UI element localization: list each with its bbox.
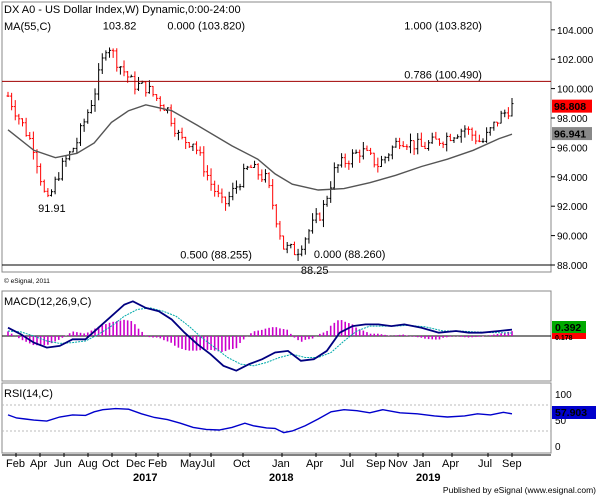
x-month-label: Oct xyxy=(102,458,119,470)
ma-55-line xyxy=(7,104,513,191)
price-y-label: 92.000 xyxy=(557,202,588,213)
x-month-label: Jul xyxy=(478,458,492,470)
x-axis: Feb Apr Jun Aug Oct Dec Feb May Jul Oct Jan Apr Jul S… xyxy=(2,453,551,484)
x-month-label: Nov xyxy=(388,458,408,470)
rsi-line-layer xyxy=(7,407,513,434)
price-annotation: 1.000 (103.820) xyxy=(404,20,482,32)
last-price-label: 98.808 xyxy=(554,101,586,113)
x-month-label: Jan xyxy=(272,458,290,470)
price-y-label: 102.000 xyxy=(557,55,594,66)
macd-title: MACD(12,26,9,C) xyxy=(4,296,91,308)
macd-line xyxy=(7,300,513,372)
macd-signal-line xyxy=(7,307,513,367)
x-month-label: Aug xyxy=(78,458,98,470)
rsi-tick-100: 100 xyxy=(555,390,572,401)
price-annotation: 103.82 xyxy=(103,20,137,32)
price-annotation: 88.25 xyxy=(301,265,329,277)
macd-value-label: 0.392 xyxy=(555,322,581,334)
price-annotation: 0.000 (88.260) xyxy=(314,249,386,261)
rsi-title: RSI(14,C) xyxy=(4,388,53,400)
x-month-label: Feb xyxy=(6,458,25,470)
price-panel xyxy=(1,1,552,273)
macd-value-badge xyxy=(552,321,586,333)
price-annotation: 91.91 xyxy=(38,203,66,215)
x-month-label: Jan xyxy=(413,458,431,470)
macd-signal-label: 0.178 xyxy=(555,335,573,342)
x-month-label: Feb xyxy=(148,458,167,470)
price-annotation: 0.000 (103.820) xyxy=(167,20,245,32)
rsi-value-badge xyxy=(552,406,596,419)
price-y-label: 104.000 xyxy=(557,26,594,37)
price-annotations: 103.82 0.000 (103.820) 1.000 (103.820) 0.78… xyxy=(38,20,482,276)
macd-histogram xyxy=(7,319,513,352)
price-y-label: 94.000 xyxy=(557,173,588,184)
price-y-label: 100.000 xyxy=(557,85,594,96)
x-year-label: 2018 xyxy=(269,472,293,484)
x-month-label: Jul xyxy=(340,458,354,470)
ma-label: MA(55,C) xyxy=(4,21,51,33)
x-month-label: Oct xyxy=(233,458,250,470)
price-title: DX A0 - US Dollar Index,W) Dynamic,0:00-… xyxy=(4,4,241,16)
x-month-label: Dec xyxy=(126,458,146,470)
footer-credit: Published by eSignal (www.esignal.com) xyxy=(443,485,596,495)
ma-value-label: 96.941 xyxy=(554,129,586,141)
price-y-label: 88.000 xyxy=(557,261,588,272)
price-annotation: 0.786 (100.490) xyxy=(404,69,482,81)
x-month-label: Jul xyxy=(201,458,215,470)
price-annotation: 0.500 (88.255) xyxy=(180,249,252,261)
x-month-label: May xyxy=(180,458,201,470)
macd-signal-badge xyxy=(552,333,586,339)
last-price-badge xyxy=(552,99,592,113)
macd-lines xyxy=(7,300,513,372)
price-y-axis: 104.000 102.000 100.000 98.000 96.000 94.000 9… xyxy=(551,26,594,272)
rsi-line xyxy=(7,407,513,434)
rsi-tick-50: 50 xyxy=(555,416,567,427)
rsi-value-label: 57.903 xyxy=(555,407,587,419)
x-month-label: Apr xyxy=(30,458,47,470)
x-month-label: Jun xyxy=(54,458,72,470)
price-candles xyxy=(6,47,514,261)
x-month-label: Apr xyxy=(442,458,459,470)
x-year-label: 2017 xyxy=(133,472,157,484)
price-y-label: 96.000 xyxy=(557,143,588,154)
price-ma-layer xyxy=(7,104,513,191)
x-year-label: 2019 xyxy=(416,472,440,484)
rsi-tick-0: 0 xyxy=(555,442,561,453)
x-month-label: Sep xyxy=(366,458,386,470)
watermark: © eSignal, 2011 xyxy=(4,277,50,285)
x-month-label: Apr xyxy=(306,458,323,470)
price-y-label: 90.000 xyxy=(557,232,588,243)
rsi-panel xyxy=(1,382,552,454)
x-month-label: Sep xyxy=(502,458,522,470)
ma-value-badge xyxy=(552,127,592,141)
price-y-label: 98.000 xyxy=(557,114,588,125)
